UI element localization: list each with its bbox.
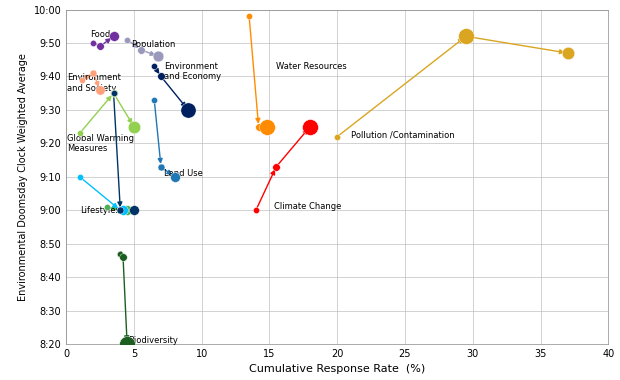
- Point: [305, 124, 315, 130]
- Point: [129, 124, 139, 130]
- Y-axis label: Environmental Doomsday Clock Weighted Average: Environmental Doomsday Clock Weighted Av…: [18, 53, 28, 301]
- Point: [136, 47, 146, 53]
- Point: [78, 77, 87, 83]
- Point: [75, 174, 85, 180]
- Text: Food: Food: [91, 30, 111, 39]
- Point: [153, 53, 163, 59]
- Point: [95, 43, 105, 49]
- Point: [563, 50, 573, 56]
- Point: [88, 40, 98, 46]
- Point: [262, 124, 272, 130]
- X-axis label: Cumulative Response Rate  (%): Cumulative Response Rate (%): [249, 364, 425, 374]
- Point: [254, 124, 264, 130]
- Point: [461, 33, 471, 40]
- Point: [156, 73, 166, 79]
- Point: [115, 251, 125, 257]
- Text: Climate Change: Climate Change: [273, 203, 341, 211]
- Text: Water Resources: Water Resources: [277, 62, 347, 71]
- Point: [75, 130, 85, 136]
- Point: [95, 87, 105, 93]
- Point: [156, 164, 166, 170]
- Text: Pollution /Contamination: Pollution /Contamination: [351, 130, 454, 139]
- Point: [118, 207, 128, 213]
- Text: Land Use: Land Use: [164, 169, 203, 178]
- Point: [149, 97, 159, 103]
- Point: [183, 107, 193, 113]
- Point: [108, 90, 118, 96]
- Point: [251, 207, 261, 213]
- Point: [108, 33, 118, 40]
- Point: [102, 204, 112, 210]
- Point: [122, 341, 132, 347]
- Point: [115, 207, 125, 213]
- Point: [122, 207, 132, 213]
- Text: Biodiversity: Biodiversity: [128, 336, 179, 345]
- Point: [272, 164, 281, 170]
- Text: Population: Population: [131, 40, 175, 49]
- Point: [115, 207, 125, 213]
- Text: Environment
and Economy: Environment and Economy: [164, 62, 221, 81]
- Point: [122, 36, 132, 43]
- Point: [88, 70, 98, 76]
- Point: [108, 90, 118, 96]
- Point: [170, 174, 180, 180]
- Point: [118, 254, 128, 260]
- Point: [115, 207, 125, 213]
- Text: Environment
and Society: Environment and Society: [68, 73, 122, 93]
- Point: [332, 134, 342, 140]
- Text: Global Warming
Measures: Global Warming Measures: [68, 134, 135, 153]
- Point: [244, 13, 254, 19]
- Point: [149, 63, 159, 70]
- Point: [129, 207, 139, 213]
- Text: Lifestyles: Lifestyles: [80, 206, 120, 215]
